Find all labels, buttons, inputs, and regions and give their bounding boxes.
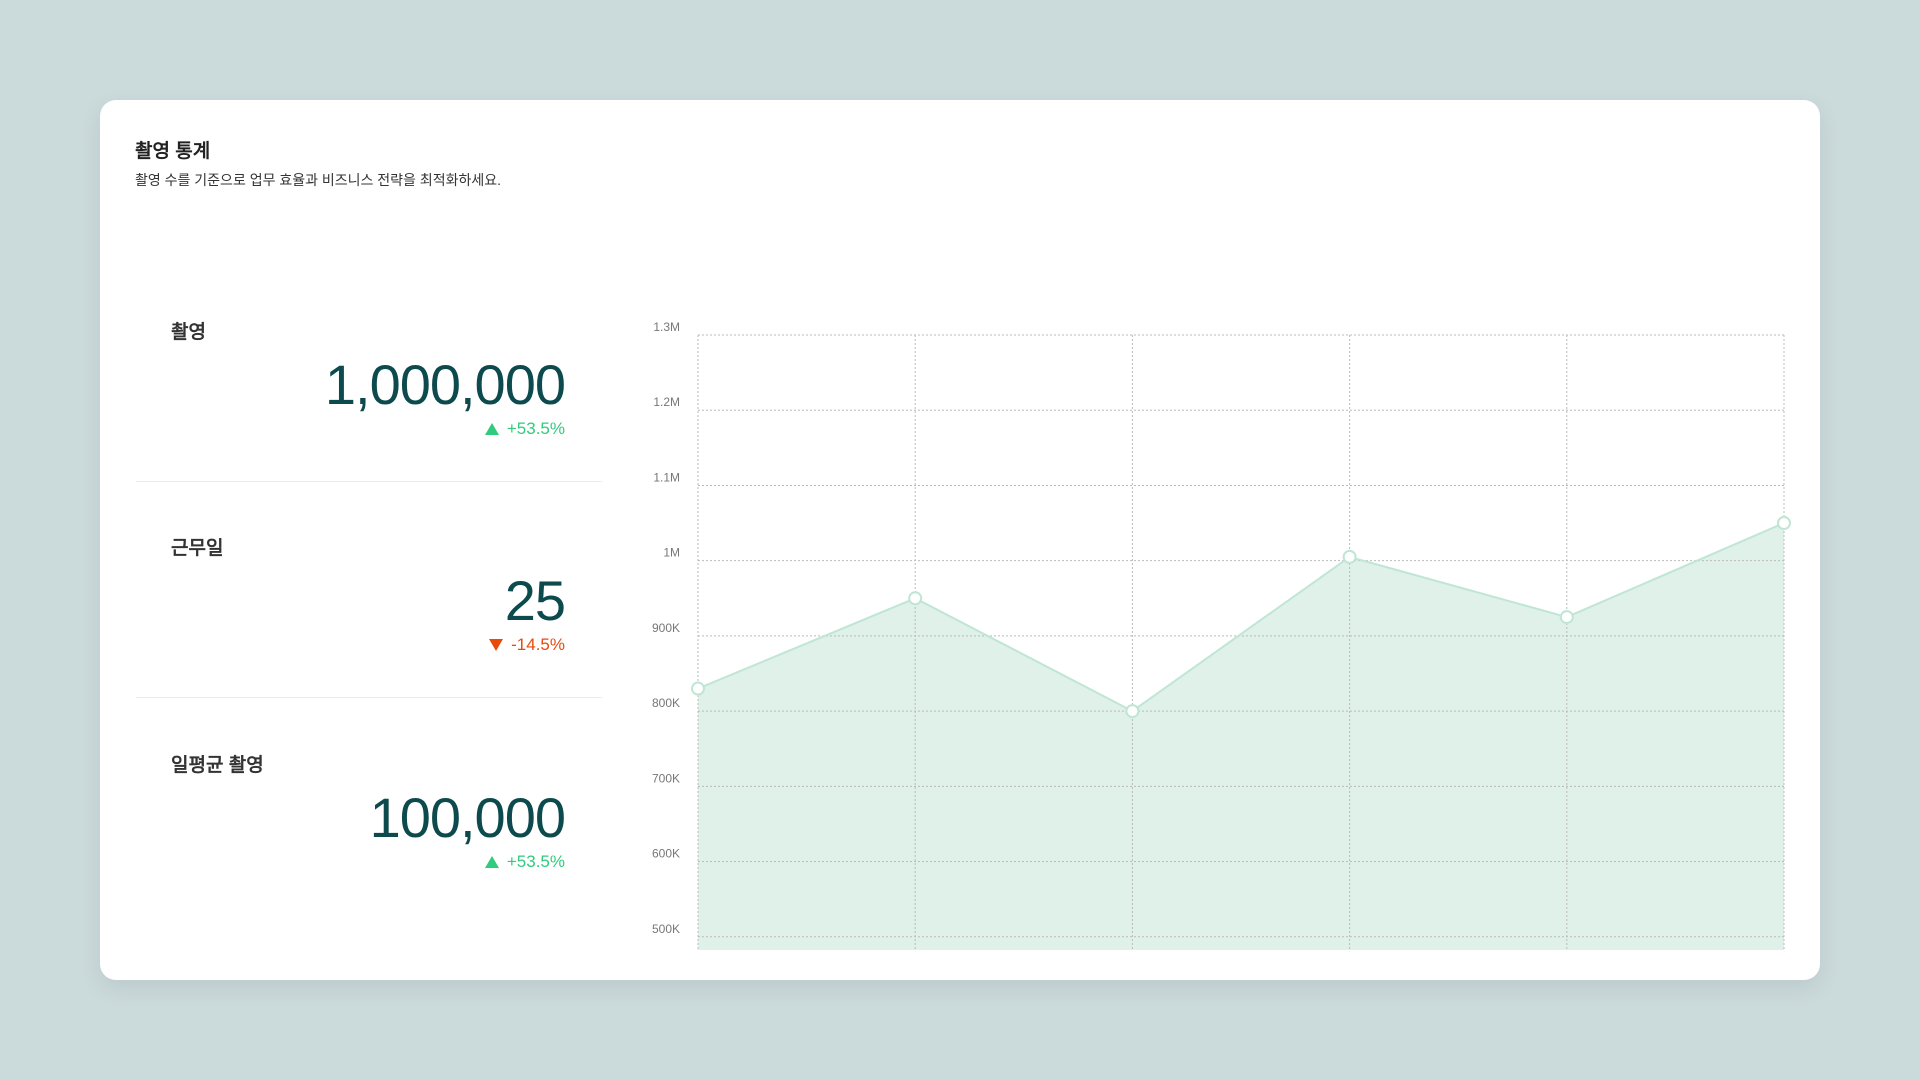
stat-change: +53.5% <box>484 419 565 439</box>
card-title: 촬영 통계 <box>135 141 211 162</box>
stat-change: -14.5% <box>489 635 565 655</box>
y-tick-label: 600K <box>652 847 680 861</box>
area-fill <box>698 523 1784 950</box>
data-point <box>1777 516 1791 531</box>
stat-change: +53.5% <box>484 852 565 872</box>
y-tick-label: 700K <box>652 771 680 785</box>
stat-change-text: -14.5% <box>511 635 565 654</box>
triangle-up-icon <box>484 856 499 868</box>
stat-value: 1,000,000 <box>324 353 566 416</box>
stat-value: 100,000 <box>369 786 566 849</box>
area-chart: 0500K600K700K800K900K1M1.1M1.2M1.3M2023.… <box>652 320 1791 950</box>
data-point <box>908 591 923 606</box>
y-tick-label: 1.2M <box>653 395 680 409</box>
stat-change-text: +53.5% <box>506 419 565 438</box>
y-tick-label: 1M <box>663 546 680 560</box>
y-tick-label: 1.3M <box>653 320 680 334</box>
y-tick-label: 500K <box>652 922 680 936</box>
data-point <box>1559 610 1574 625</box>
stat-change-text: +53.5% <box>506 852 565 871</box>
data-point <box>1342 549 1357 564</box>
stat-label: 일평균 촬영 <box>171 755 264 776</box>
stat-workdays: 근무일 25 -14.5% <box>136 513 602 730</box>
y-tick-label: 900K <box>652 621 680 635</box>
data-point <box>691 681 705 696</box>
y-tick-label: 800K <box>652 696 680 710</box>
data-point <box>1125 704 1140 719</box>
stat-value: 25 <box>504 569 566 632</box>
stat-shooting: 촬영 1,000,000 +53.5% <box>136 297 602 514</box>
stat-daily-average: 일평균 촬영 100,000 +53.5% <box>136 730 602 947</box>
stats-card: 촬영 통계 촬영 수를 기준으로 업무 효율과 비즈니스 전략을 최적화하세요.… <box>100 100 1820 980</box>
stat-label: 촬영 <box>171 322 206 343</box>
series-line <box>697 522 1785 713</box>
stat-label: 근무일 <box>171 538 224 559</box>
card-subtitle: 촬영 수를 기준으로 업무 효율과 비즈니스 전략을 최적화하세요. <box>135 172 501 188</box>
divider <box>136 481 602 482</box>
triangle-up-icon <box>484 423 499 435</box>
y-tick-label: 1.1M <box>653 470 680 484</box>
triangle-down-icon <box>489 639 504 651</box>
divider <box>136 697 602 698</box>
